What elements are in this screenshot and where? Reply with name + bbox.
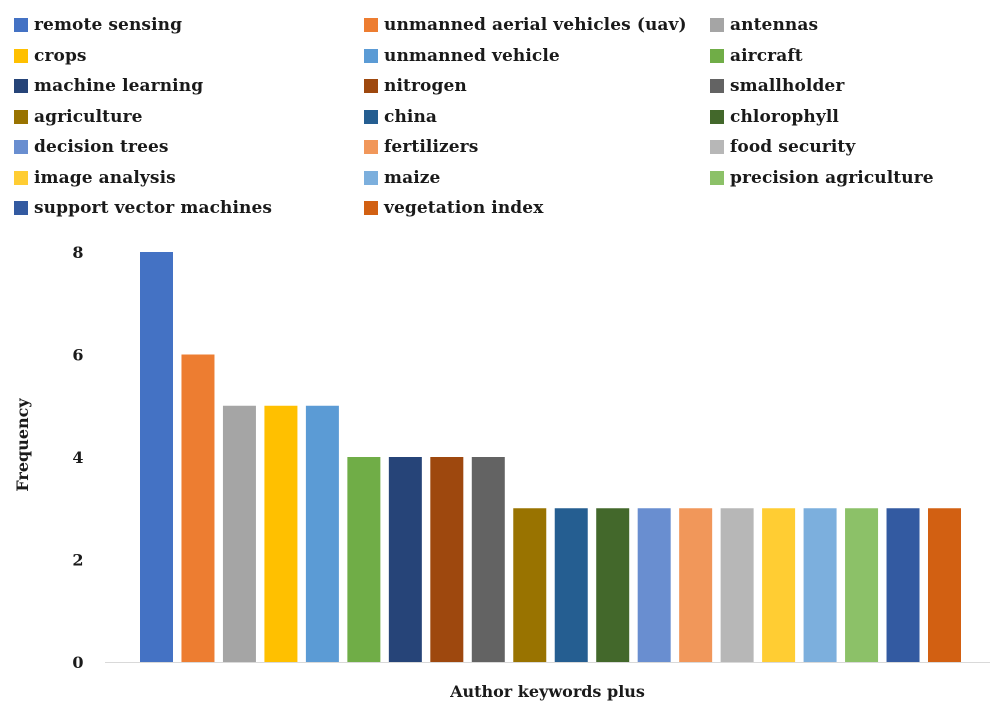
bar — [388, 457, 422, 662]
legend-swatch — [364, 201, 378, 216]
legend-item: decision trees — [14, 132, 364, 163]
legend-label: china — [384, 106, 438, 127]
y-tick-label: 2 — [72, 551, 83, 570]
legend-item: unmanned aerial vehicles (uav) — [364, 10, 710, 41]
legend-label: support vector machines — [34, 198, 273, 219]
bar — [222, 405, 256, 662]
legend-item: crops — [14, 41, 364, 72]
bar — [347, 457, 381, 662]
legend-swatch — [364, 48, 378, 63]
y-axis-title: Frequency — [13, 398, 32, 492]
bar — [762, 508, 796, 662]
chart-legend: remote sensing unmanned aerial vehicles (… — [14, 10, 974, 224]
legend-label: chlorophyll — [730, 106, 839, 127]
legend-item: machine learning — [14, 71, 364, 102]
bar — [637, 508, 671, 662]
legend-swatch — [14, 140, 28, 155]
legend-swatch — [710, 79, 724, 94]
legend-label: vegetation index — [384, 198, 544, 219]
legend-swatch — [364, 109, 378, 124]
legend-item: food security — [710, 132, 974, 163]
legend-swatch — [364, 18, 378, 33]
legend-item: vegetation index — [364, 193, 710, 224]
legend-swatch — [14, 79, 28, 94]
y-axis-ticks: 0 2 4 6 8 — [72, 243, 83, 672]
legend-swatch — [710, 109, 724, 124]
bar — [554, 508, 588, 662]
bar — [181, 354, 215, 662]
bar — [886, 508, 920, 662]
legend-label: nitrogen — [384, 76, 467, 97]
legend-label: unmanned vehicle — [384, 45, 560, 66]
bar — [430, 457, 464, 662]
bar — [720, 508, 754, 662]
legend-swatch — [364, 170, 378, 185]
legend-item: nitrogen — [364, 71, 710, 102]
legend-item: support vector machines — [14, 193, 364, 224]
legend-item: chlorophyll — [710, 102, 974, 133]
y-tick-label: 0 — [72, 653, 83, 672]
legend-item: precision agriculture — [710, 163, 974, 194]
bar — [679, 508, 713, 662]
legend-swatch — [14, 201, 28, 216]
legend-label: image analysis — [34, 167, 176, 188]
legend-item: remote sensing — [14, 10, 364, 41]
legend-swatch — [14, 109, 28, 124]
legend-item: fertilizers — [364, 132, 710, 163]
y-tick-label: 6 — [72, 346, 83, 365]
legend-label: fertilizers — [384, 137, 479, 158]
legend-swatch — [710, 140, 724, 155]
legend-label: smallholder — [730, 76, 845, 97]
legend-item: maize — [364, 163, 710, 194]
legend-label: decision trees — [34, 137, 169, 158]
legend-label: remote sensing — [34, 15, 183, 36]
legend-label: food security — [730, 137, 856, 158]
legend-swatch — [14, 170, 28, 185]
legend-item: antennas — [710, 10, 974, 41]
legend-label: agriculture — [34, 106, 143, 127]
legend-item: agriculture — [14, 102, 364, 133]
bar — [845, 508, 879, 662]
bar — [264, 405, 298, 662]
legend-swatch — [710, 48, 724, 63]
legend-swatch — [364, 140, 378, 155]
legend-label: aircraft — [730, 45, 803, 66]
legend-item: unmanned vehicle — [364, 41, 710, 72]
bars-group — [140, 252, 961, 662]
legend-label: maize — [384, 167, 441, 188]
legend-item: smallholder — [710, 71, 974, 102]
legend-swatch — [14, 18, 28, 33]
bar — [596, 508, 630, 662]
legend-swatch — [710, 18, 724, 33]
bar — [803, 508, 837, 662]
bar — [471, 457, 505, 662]
legend-swatch — [364, 79, 378, 94]
bar — [928, 508, 961, 662]
legend-label: crops — [34, 45, 87, 66]
legend-label: machine learning — [34, 76, 204, 97]
legend-label: precision agriculture — [730, 167, 934, 188]
legend-label: unmanned aerial vehicles (uav) — [384, 15, 687, 36]
legend-swatch — [14, 48, 28, 63]
legend-item: aircraft — [710, 41, 974, 72]
bar — [305, 405, 339, 662]
y-tick-label: 8 — [72, 243, 83, 262]
legend-item: china — [364, 102, 710, 133]
legend-label: antennas — [730, 15, 819, 36]
bar — [513, 508, 547, 662]
x-axis-title: Author keywords plus — [449, 682, 645, 701]
legend-item: image analysis — [14, 163, 364, 194]
legend-swatch — [710, 170, 724, 185]
y-tick-label: 4 — [72, 448, 83, 467]
bar — [140, 252, 173, 662]
